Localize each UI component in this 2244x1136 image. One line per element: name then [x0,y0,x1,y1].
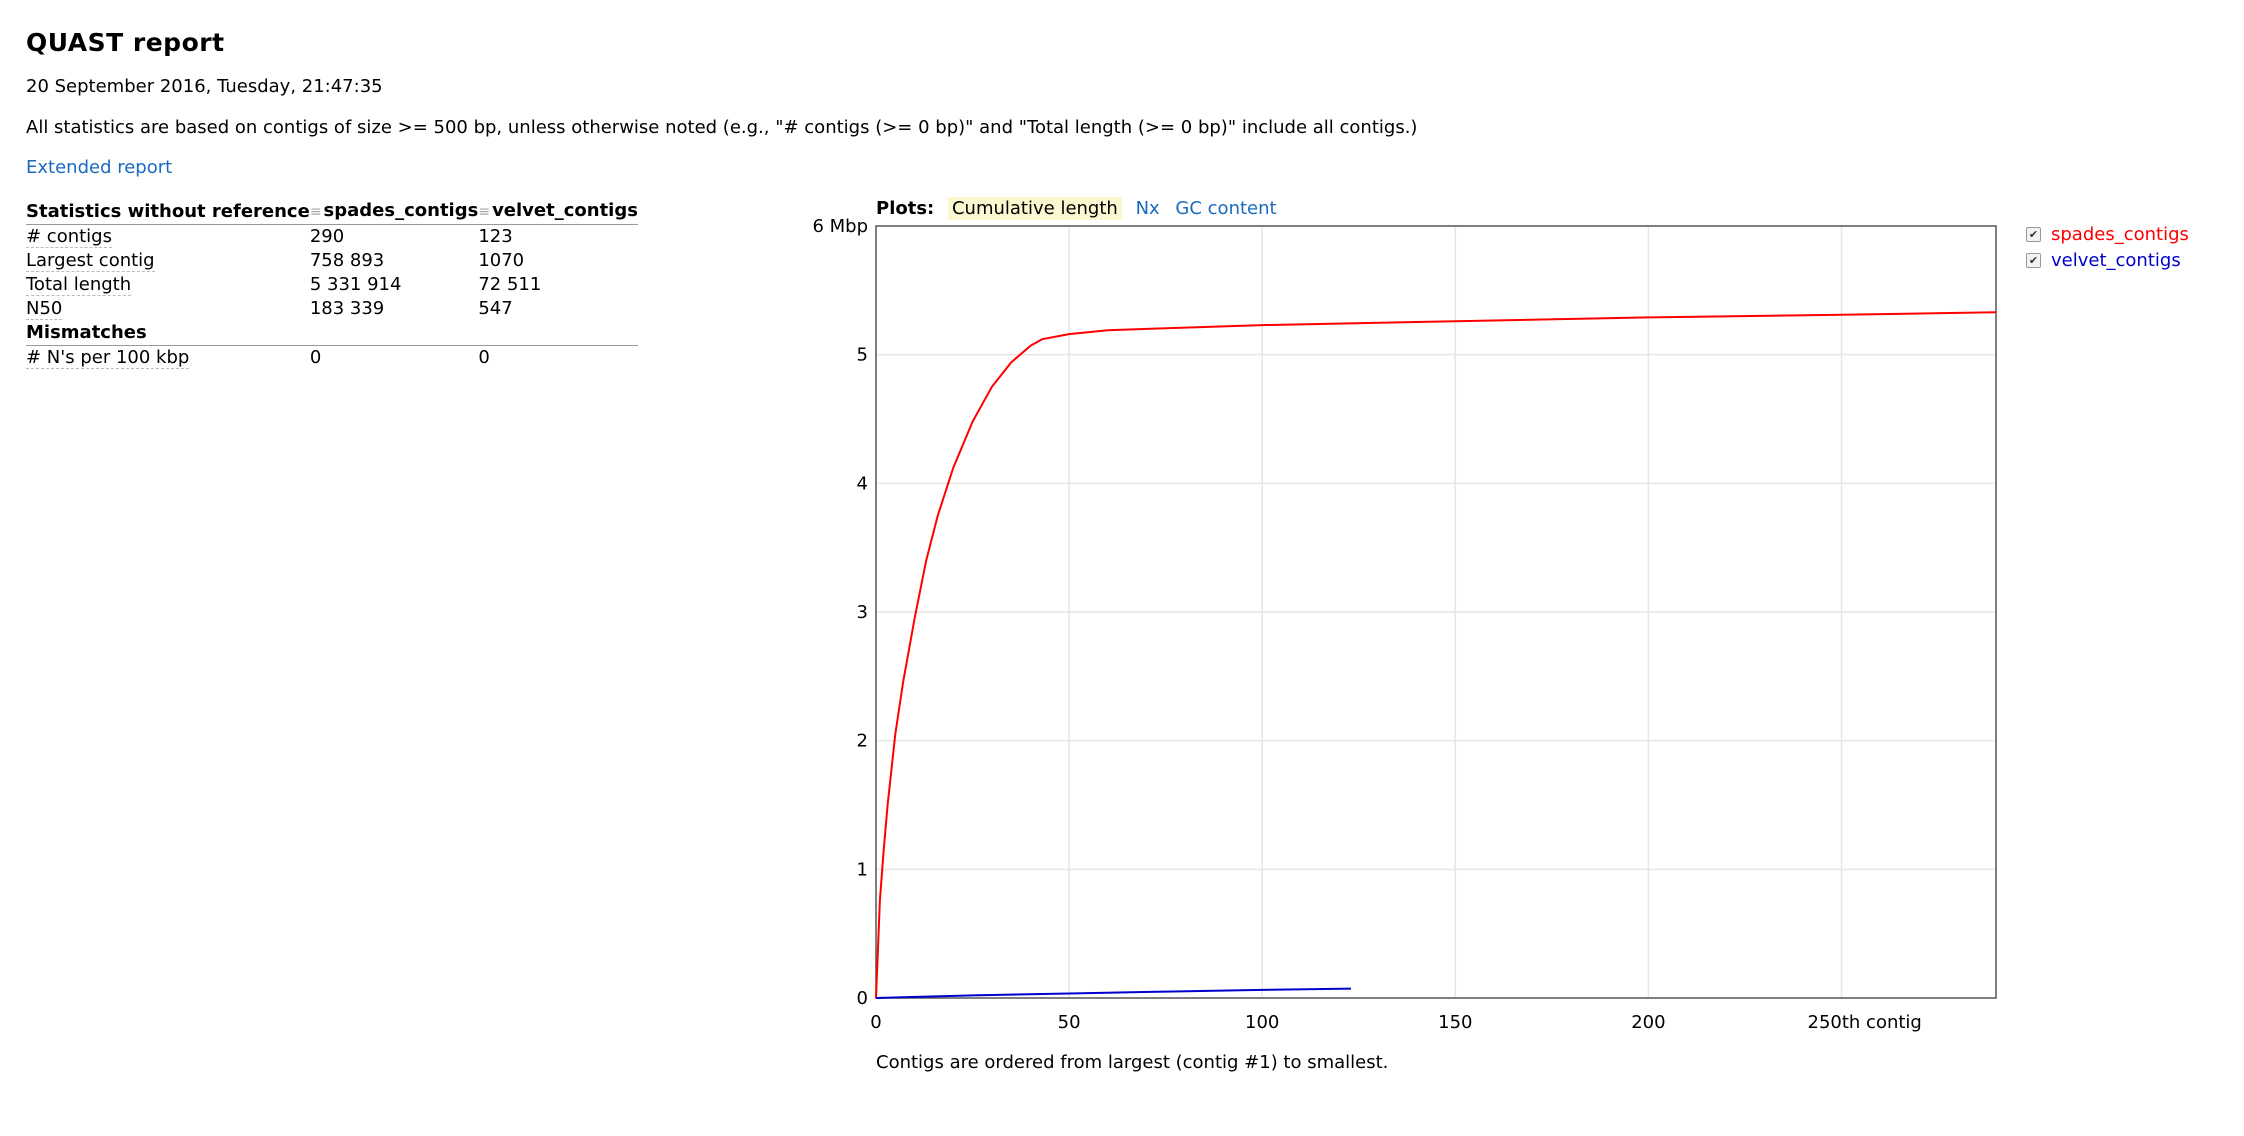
tab-cumulative-length[interactable]: Cumulative length [947,197,1122,220]
series-line-spades_contigs [875,311,1997,999]
metric-name[interactable]: # contigs [26,226,112,248]
table-row: Total length 5 331 914 72 511 [26,273,638,297]
table-row: Largest contig 758 893 1070 [26,249,638,273]
tab-gc-content[interactable]: GC content [1175,198,1277,219]
column-header-label: spades_contigs [323,200,479,221]
chart-legend: ✔ spades_contigs ✔ velvet_contigs [2026,221,2189,273]
plot-frame [875,225,1997,999]
metric-value: 123 [478,226,513,247]
legend-label: velvet_contigs [2051,249,2181,271]
checkbox-checked-icon[interactable]: ✔ [2026,226,2041,242]
drag-handle-icon[interactable]: ≡ [478,204,491,220]
metric-name[interactable]: N50 [26,298,63,320]
column-header-label: velvet_contigs [492,200,638,221]
x-tick-label: 250th contig [1808,1012,1922,1033]
column-header-spades[interactable]: ≡ spades_contigs [309,199,479,225]
x-tick-label: 200 [1631,1012,1665,1033]
legend-item-spades[interactable]: ✔ spades_contigs [2026,221,2189,247]
chart-caption: Contigs are ordered from largest (contig… [876,1052,1389,1073]
metric-value: 1070 [478,250,525,271]
drag-handle-icon[interactable]: ≡ [309,204,322,220]
extended-report-link[interactable]: Extended report [26,157,173,178]
x-tick-label: 50 [1058,1012,1081,1033]
group-header-row: Mismatches [26,321,638,346]
metric-value: 0 [478,347,490,368]
plots-selector: Plots: Cumulative length Nx GC content [876,197,1287,220]
report-date: 20 September 2016, Tuesday, 21:47:35 [26,76,383,97]
legend-item-velvet[interactable]: ✔ velvet_contigs [2026,247,2189,273]
plots-label: Plots: [876,198,935,219]
x-tick-label: 0 [870,1012,881,1033]
y-tick-label: 3 [857,602,868,623]
metric-value: 5 331 914 [309,274,402,295]
table-row: # contigs 290 123 [26,225,638,250]
metric-value: 290 [309,226,345,247]
group-header-mismatches: Mismatches [26,321,310,346]
tab-nx[interactable]: Nx [1135,198,1160,219]
stats-table: Statistics without reference ≡ spades_con… [26,199,638,370]
y-tick-label: 4 [857,473,868,494]
y-tick-label: 2 [857,731,868,752]
y-tick-label: 1 [857,859,868,880]
metric-value: 0 [309,347,322,368]
metric-value: 758 893 [309,250,385,271]
metric-name[interactable]: Total length [26,274,132,296]
table-row: # N's per 100 kbp 0 0 [26,346,638,371]
metric-name[interactable]: Largest contig [26,250,155,272]
column-header-velvet[interactable]: ≡ velvet_contigs [478,199,638,225]
y-tick-label: 0 [857,988,868,1009]
legend-label: spades_contigs [2051,223,2189,245]
stats-header-label: Statistics without reference [26,199,310,225]
table-row: N50 183 339 547 [26,297,638,321]
y-tick-label: 5 [857,345,868,366]
metric-name[interactable]: # N's per 100 kbp [26,347,190,369]
y-tick-label: 6 Mbp [812,216,868,237]
x-tick-label: 150 [1438,1012,1472,1033]
report-title: QUAST report [26,28,225,57]
cumulative-length-chart: 0 50 100 150 200 250th contig 0 1 2 3 4 5 6 Mbp [812,216,1997,1033]
metric-value: 547 [478,298,513,319]
series-line-velvet_contigs [875,987,1352,999]
x-tick-label: 100 [1245,1012,1279,1033]
checkbox-checked-icon[interactable]: ✔ [2026,252,2041,268]
stats-note: All statistics are based on contigs of s… [26,117,1418,138]
metric-value: 183 339 [309,298,385,319]
metric-value: 72 511 [478,274,542,295]
